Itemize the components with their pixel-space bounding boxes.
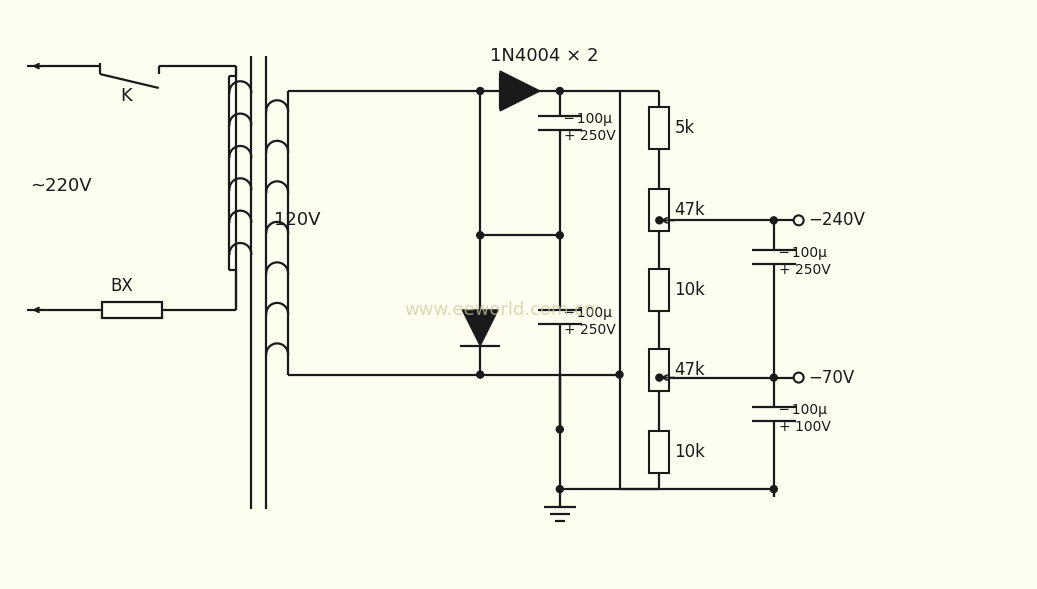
Circle shape	[793, 216, 804, 226]
Bar	[649, 431, 669, 472]
Circle shape	[556, 426, 563, 433]
Circle shape	[770, 217, 778, 224]
Text: + 250V: + 250V	[564, 323, 616, 337]
Text: 10k: 10k	[674, 281, 705, 299]
Circle shape	[556, 232, 563, 239]
Text: K: K	[120, 87, 132, 105]
Text: −70V: −70V	[809, 369, 854, 386]
Circle shape	[556, 88, 563, 94]
Circle shape	[616, 371, 623, 378]
Bar	[649, 269, 669, 311]
Text: −240V: −240V	[809, 211, 866, 229]
Polygon shape	[463, 310, 498, 346]
Text: 5k: 5k	[674, 120, 695, 137]
Text: 47k: 47k	[674, 201, 705, 219]
Circle shape	[770, 374, 778, 381]
Text: ~220V: ~220V	[30, 177, 92, 194]
Circle shape	[556, 485, 563, 492]
Text: ─ 100μ: ─ 100μ	[779, 246, 826, 260]
Bar	[102, 302, 162, 318]
Bar	[649, 107, 669, 149]
Circle shape	[770, 485, 778, 492]
Text: BX: BX	[110, 277, 133, 295]
Text: ─ 100μ: ─ 100μ	[564, 112, 612, 126]
Circle shape	[477, 88, 483, 94]
Text: ─ 100μ: ─ 100μ	[779, 403, 826, 418]
Circle shape	[477, 371, 483, 378]
Text: + 250V: + 250V	[564, 129, 616, 143]
Bar	[649, 190, 669, 231]
Bar	[649, 349, 669, 391]
Circle shape	[655, 374, 663, 381]
Circle shape	[793, 373, 804, 383]
Text: + 250V: + 250V	[779, 263, 831, 277]
Text: ─ 100μ: ─ 100μ	[564, 306, 612, 320]
Circle shape	[477, 232, 483, 239]
Text: + 100V: + 100V	[779, 421, 831, 434]
Text: 1N4004 × 2: 1N4004 × 2	[491, 47, 598, 65]
Text: 120V: 120V	[274, 211, 320, 229]
Circle shape	[655, 217, 663, 224]
Text: www.eeworld.com.cn: www.eeworld.com.cn	[404, 301, 596, 319]
Text: 10k: 10k	[674, 443, 705, 461]
Text: 47k: 47k	[674, 360, 705, 379]
Polygon shape	[500, 71, 540, 111]
